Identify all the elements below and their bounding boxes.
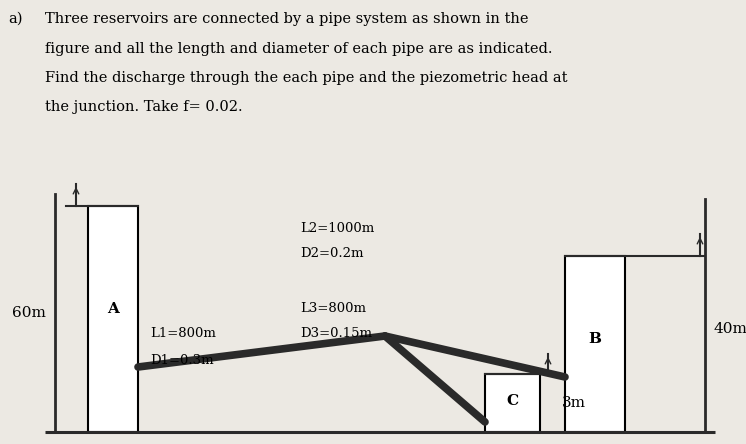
Text: C: C — [507, 394, 518, 408]
Text: figure and all the length and diameter of each pipe are as indicated.: figure and all the length and diameter o… — [45, 41, 553, 56]
Text: L2=1000m: L2=1000m — [300, 222, 374, 235]
Text: B: B — [589, 332, 601, 346]
Text: the junction. Take f= 0.02.: the junction. Take f= 0.02. — [45, 100, 242, 115]
Text: 60m: 60m — [12, 306, 46, 320]
Text: A: A — [107, 302, 119, 316]
Text: 40m: 40m — [713, 322, 746, 336]
Bar — [485, 374, 540, 432]
Text: D1=0.3m: D1=0.3m — [150, 354, 213, 367]
Text: L1=800m: L1=800m — [150, 327, 216, 340]
Text: D2=0.2m: D2=0.2m — [300, 247, 363, 260]
Text: Find the discharge through the each pipe and the piezometric head at: Find the discharge through the each pipe… — [45, 71, 568, 85]
Text: D3=0.15m: D3=0.15m — [300, 327, 372, 340]
Bar — [88, 206, 138, 432]
Bar — [565, 256, 625, 432]
Text: L3=800m: L3=800m — [300, 302, 366, 315]
Text: Three reservoirs are connected by a pipe system as shown in the: Three reservoirs are connected by a pipe… — [45, 12, 528, 26]
Text: 3m: 3m — [562, 396, 586, 410]
Text: a): a) — [8, 12, 22, 26]
